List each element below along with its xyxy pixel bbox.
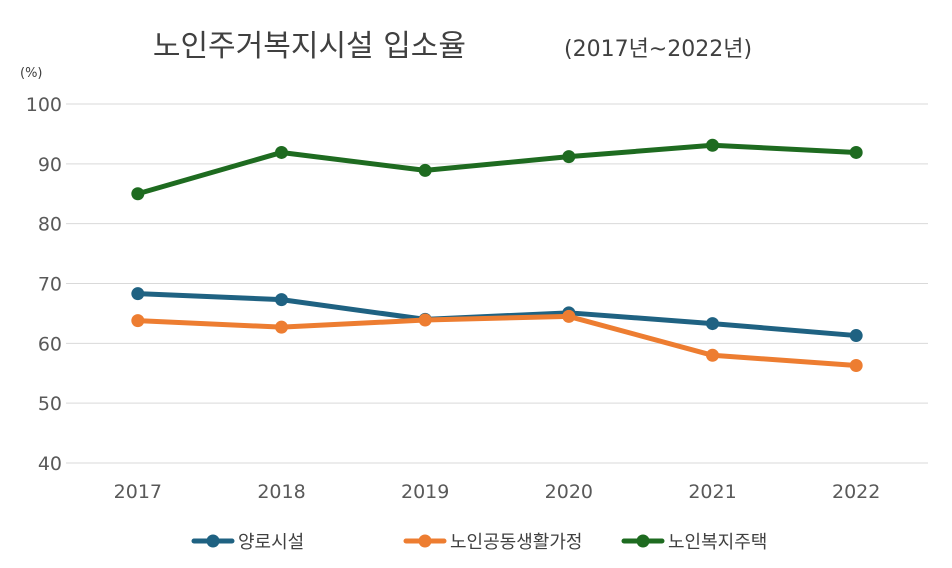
data-point (706, 317, 719, 331)
data-point (706, 348, 719, 362)
y-axis-unit: (%) (20, 66, 43, 81)
series-group (131, 138, 863, 372)
y-tick-label: 100 (26, 94, 62, 116)
y-tick-label: 80 (38, 214, 62, 236)
x-tick-label: 2021 (688, 481, 736, 503)
x-tick-label: 2020 (545, 481, 593, 503)
x-tick-label: 2022 (832, 481, 880, 503)
legend-swatch-marker (636, 534, 650, 548)
data-point (131, 287, 145, 301)
series-line (135, 142, 859, 197)
data-point (131, 314, 145, 328)
y-tick-label: 90 (38, 154, 62, 176)
y-tick-label: 40 (38, 453, 62, 475)
data-point (275, 293, 288, 307)
series-3 (131, 138, 863, 201)
data-point (275, 320, 288, 334)
legend-swatch-marker (418, 534, 432, 548)
chart-subtitle: (2017년~2022년) (564, 37, 752, 62)
data-point (418, 313, 432, 327)
legend-swatch-marker (206, 534, 220, 548)
series-1 (131, 287, 863, 343)
data-point (131, 187, 145, 201)
data-point (849, 358, 863, 372)
legend: 양로시설 노인공동생활가정 노인복지주택 (191, 532, 767, 553)
chart-title: 노인주거복지시설 입소율 (153, 29, 466, 64)
data-point (849, 329, 863, 343)
series-2 (131, 309, 863, 372)
data-point (562, 150, 576, 164)
gridlines (66, 103, 928, 464)
y-tick-label: 60 (38, 333, 62, 355)
x-tick-label: 2018 (257, 481, 305, 503)
data-point (562, 309, 576, 323)
x-tick-label: 2017 (114, 481, 162, 503)
y-tick-label: 70 (38, 274, 62, 296)
y-tick-label: 50 (38, 393, 62, 415)
series-line (135, 313, 859, 368)
series-line (135, 291, 859, 339)
legend-label: 양로시설 (238, 532, 304, 553)
data-point (418, 163, 432, 177)
legend-item: 노인공동생활가정 (403, 532, 582, 553)
legend-item: 노인복지주택 (621, 532, 767, 553)
legend-label: 노인공동생활가정 (450, 532, 582, 553)
data-point (275, 145, 288, 159)
legend-item: 양로시설 (191, 532, 304, 553)
x-tick-label: 2019 (401, 481, 449, 503)
y-axis-ticks: 40 50 60 70 80 90 100 (26, 94, 62, 475)
legend-label: 노인복지주택 (668, 532, 767, 553)
data-point (706, 138, 719, 152)
data-point (849, 145, 863, 159)
x-axis-ticks: 2017 2018 2019 2020 2021 2022 (114, 481, 881, 503)
